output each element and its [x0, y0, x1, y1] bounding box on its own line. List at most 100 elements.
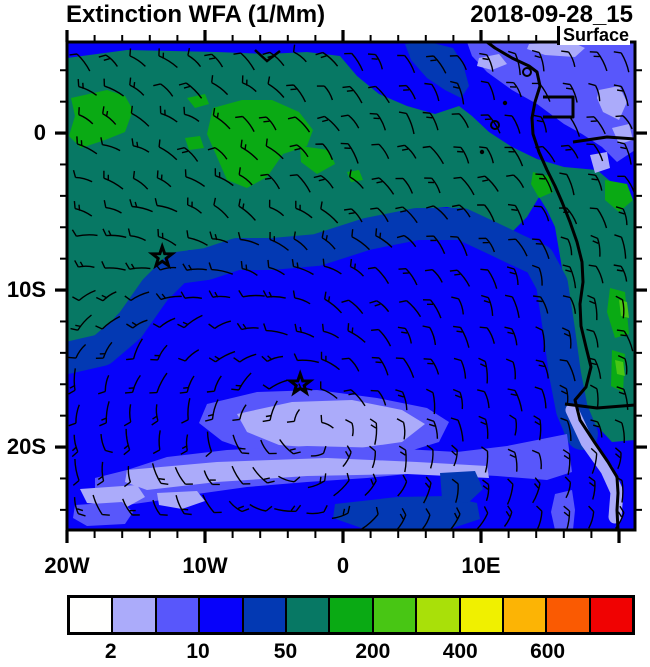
wind-barb — [588, 82, 601, 102]
wind-barb — [204, 53, 224, 68]
wind-barb — [531, 264, 543, 286]
wind-barb — [262, 400, 278, 423]
colorbar-box-purple — [156, 598, 201, 632]
country-border — [543, 95, 575, 119]
wind-barb — [533, 295, 549, 314]
colorbar-box-darkblue — [243, 598, 287, 632]
wind-barb — [561, 50, 576, 68]
wind-barb — [426, 444, 434, 469]
wind-barb — [131, 138, 150, 153]
country-border — [572, 135, 635, 144]
wind-barb — [341, 357, 360, 372]
wind-barb — [423, 358, 440, 375]
map-area — [67, 42, 635, 530]
wind-barb — [202, 494, 222, 514]
wind-barb — [504, 294, 520, 319]
wind-barb — [450, 417, 464, 442]
wind-barb — [506, 478, 514, 505]
wind-barb — [509, 414, 518, 436]
wind-barb — [398, 268, 418, 286]
wind-barb — [78, 107, 94, 125]
wind-barb — [184, 169, 206, 187]
wind-barb — [237, 232, 260, 246]
wind-barb — [590, 234, 601, 257]
wind-barb — [564, 476, 572, 499]
wind-barb — [478, 415, 489, 439]
wind-barb — [342, 85, 363, 104]
wind-barb — [274, 504, 302, 512]
wind-barb — [536, 505, 543, 530]
wind-barb — [238, 290, 265, 298]
wind-barb — [316, 85, 334, 101]
wind-barb — [286, 84, 307, 103]
wind-barb — [426, 205, 449, 220]
wind-barb — [342, 445, 352, 468]
wind-barb — [232, 434, 250, 455]
map-region-lavender-ne-1 — [527, 42, 585, 57]
wind-barb — [562, 264, 577, 289]
colorbar-label: 600 — [530, 640, 566, 663]
wind-barb — [451, 296, 464, 315]
map-region-purple-ne — [467, 42, 635, 162]
wind-barb — [340, 142, 359, 164]
colorbar-box-green — [330, 598, 374, 632]
wind-barb — [397, 54, 416, 74]
wind-barb — [126, 319, 148, 329]
wind-barb — [182, 263, 207, 271]
wind-barb — [586, 143, 604, 162]
wind-barb — [370, 207, 389, 223]
map-region-lavender-ne-5 — [590, 152, 610, 173]
wind-barb — [421, 508, 431, 530]
wind-barb — [479, 146, 494, 164]
wind-barb — [333, 472, 350, 497]
wind-barb — [395, 206, 418, 224]
island-dot — [502, 100, 508, 106]
wind-barb — [322, 258, 342, 275]
wind-barb — [207, 147, 228, 160]
wind-barb — [179, 375, 195, 394]
wind-barb — [95, 291, 117, 302]
wind-barb — [561, 327, 572, 349]
wind-barb — [531, 49, 545, 72]
wind-barb — [293, 353, 319, 364]
wind-barb — [208, 320, 232, 329]
wind-barb — [292, 44, 307, 63]
map-region-purple-coast-strip — [551, 490, 575, 530]
wind-barb — [211, 75, 229, 96]
wind-barb — [214, 168, 234, 187]
wind-barb — [278, 475, 301, 483]
wind-barb — [97, 375, 110, 395]
wind-barb — [397, 474, 408, 497]
wind-barb — [180, 434, 189, 455]
wind-barb — [130, 105, 150, 127]
wind-barb — [371, 328, 392, 347]
map-region-lavender-bl-1 — [80, 485, 145, 507]
wind-barb — [477, 389, 490, 409]
wind-barb — [507, 448, 518, 472]
wind-barb — [586, 328, 599, 348]
wind-barb — [320, 351, 340, 371]
wind-barb — [534, 386, 547, 409]
wind-barb — [150, 344, 168, 361]
wind-barb — [478, 357, 489, 384]
wind-barb — [71, 434, 79, 458]
wind-barb — [99, 401, 110, 427]
wind-barb — [129, 77, 145, 96]
wind-barb — [208, 350, 236, 363]
wind-barb — [155, 293, 182, 301]
wind-barb — [587, 294, 598, 321]
wind-barb — [132, 170, 149, 190]
wind-barb — [129, 199, 153, 213]
wind-barb — [123, 465, 132, 488]
wind-barb — [613, 84, 629, 107]
wind-barb — [233, 52, 255, 71]
colorbar-box-green2 — [373, 598, 418, 632]
wind-barb — [508, 238, 528, 257]
wind-barb — [258, 116, 277, 131]
wind-barb — [616, 386, 629, 410]
wind-barb — [449, 269, 471, 287]
wind-barb — [562, 82, 578, 103]
x-axis-label: 0 — [336, 553, 350, 578]
wind-barb — [559, 172, 575, 196]
wind-barb — [395, 357, 415, 378]
